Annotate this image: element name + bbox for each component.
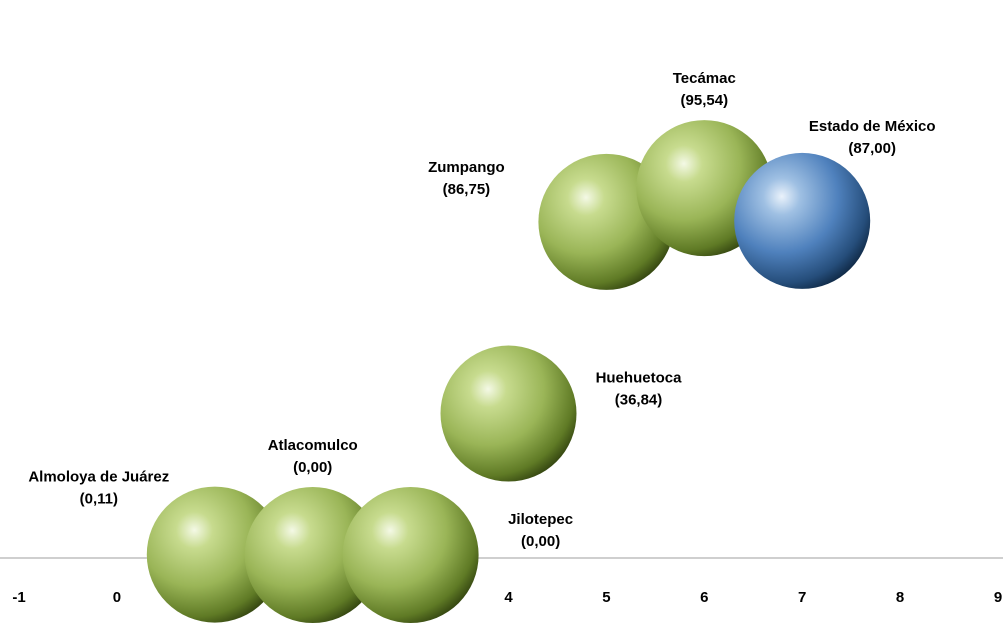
x-tick-label: 6 xyxy=(700,589,708,606)
point-value-almoloya-de-ju-rez: (0,11) xyxy=(80,491,118,508)
x-tick-label: 0 xyxy=(113,589,121,606)
x-tick-label: 8 xyxy=(896,589,904,606)
point-name-jilotepec: Jilotepec xyxy=(508,511,573,528)
x-tick-label: 5 xyxy=(602,589,610,606)
point-name-zumpango: Zumpango xyxy=(428,159,505,176)
point-name-huehuetoca: Huehuetoca xyxy=(596,370,683,387)
point-labels: Almoloya de Juárez (0,11) Atlacomulco (0,00… xyxy=(28,70,935,550)
bubble-estado-de-m-xico xyxy=(734,152,871,289)
point-value-huehuetoca: (36,84) xyxy=(615,392,663,409)
bubble-huehuetoca xyxy=(440,345,577,482)
x-tick-label: 7 xyxy=(798,589,806,606)
point-value-jilotepec: (0,00) xyxy=(521,533,560,550)
x-tick-label: 4 xyxy=(504,589,513,606)
point-name-almoloya-de-ju-rez: Almoloya de Juárez xyxy=(28,469,169,486)
bubbles xyxy=(146,120,871,623)
bubble-atlacomulco xyxy=(244,487,381,623)
x-tick-label: 9 xyxy=(994,589,1002,606)
point-name-tec-mac: Tecámac xyxy=(673,70,736,87)
bubble-jilotepec xyxy=(342,487,479,623)
point-value-atlacomulco: (0,00) xyxy=(293,459,332,476)
point-name-estado-de-m-xico: Estado de México xyxy=(809,118,936,135)
point-value-zumpango: (86,75) xyxy=(443,181,491,198)
point-value-estado-de-m-xico: (87,00) xyxy=(848,140,896,157)
point-name-atlacomulco: Atlacomulco xyxy=(268,437,358,454)
point-value-tec-mac: (95,54) xyxy=(681,92,729,109)
x-tick-label: -1 xyxy=(12,589,25,606)
bubble-almoloya-de-ju-rez xyxy=(146,486,283,623)
